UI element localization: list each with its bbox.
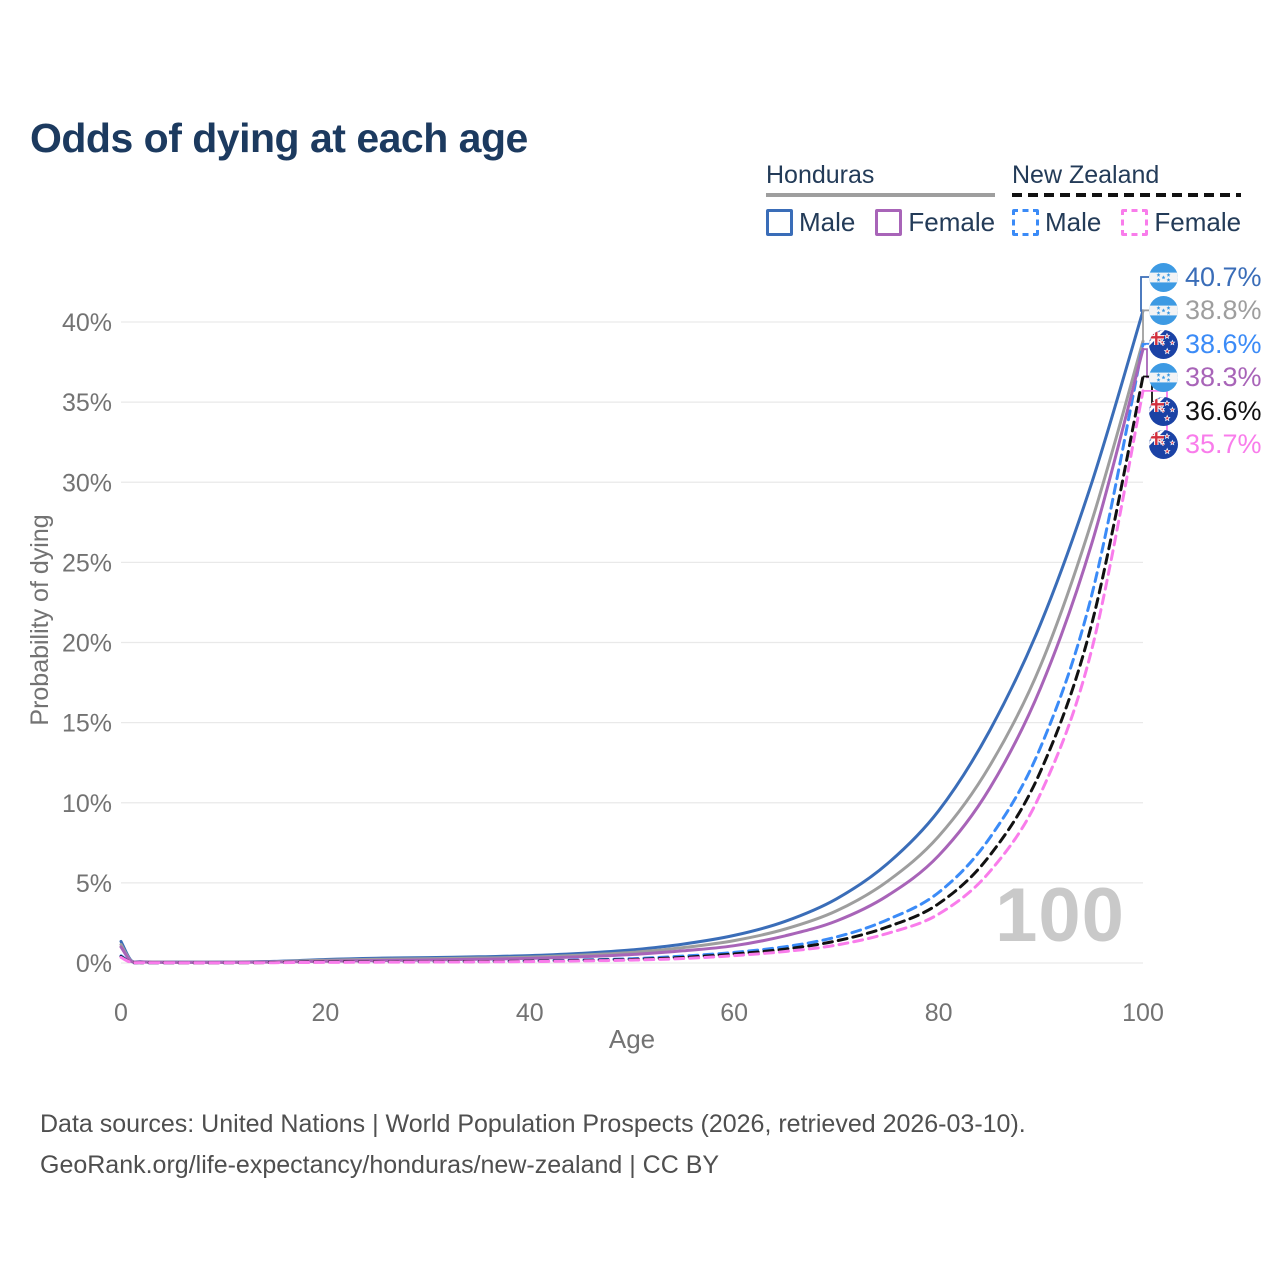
legend-item-new-zealand-male[interactable]: Male	[1012, 207, 1101, 238]
legend-country-new-zealand: New Zealand	[1012, 161, 1160, 189]
x-tick-label: 60	[720, 999, 748, 1027]
x-axis-ticks: 0 20 40 60 80 100	[114, 999, 1164, 1027]
y-tick-label: 35%	[62, 389, 112, 417]
x-axis-title: Age	[609, 1024, 655, 1054]
y-tick-label: 0%	[76, 950, 112, 978]
legend-item-honduras-male[interactable]: Male	[766, 207, 855, 238]
footer: Data sources: United Nations | World Pop…	[40, 1104, 1026, 1186]
age-watermark: 100	[995, 873, 1125, 958]
y-tick-label: 40%	[62, 309, 112, 337]
legend-line-sample-honduras	[766, 193, 996, 197]
honduras-male-swatch-icon	[766, 209, 793, 236]
footer-attribution: GeoRank.org/life-expectancy/honduras/new…	[40, 1151, 720, 1179]
x-tick-label: 40	[516, 999, 544, 1027]
honduras-female-swatch-icon	[875, 209, 903, 236]
legend-item-label: Male	[1045, 207, 1102, 237]
legend-line-sample-new-zealand	[1012, 193, 1242, 197]
y-tick-label: 20%	[62, 630, 112, 658]
legend-item-new-zealand-female[interactable]: Female	[1121, 207, 1241, 238]
connector-new-zealand-female	[1143, 389, 1168, 445]
x-tick-label: 100	[1122, 999, 1164, 1027]
connector-new-zealand-male	[1143, 342, 1151, 346]
legend-item-label: Female	[1154, 207, 1242, 237]
y-tick-label: 30%	[62, 469, 112, 497]
y-tick-label: 25%	[62, 549, 112, 577]
legend-group-new-zealand: New Zealand Male Female	[1012, 161, 1242, 238]
footer-data-sources: Data sources: United Nations | World Pop…	[40, 1110, 1026, 1138]
series-line-honduras-male	[119, 309, 1145, 964]
connector-honduras-male	[1140, 276, 1151, 312]
x-tick-label: 80	[925, 999, 953, 1027]
y-tick-label: 5%	[76, 870, 112, 898]
y-axis-ticks: 0% 5% 10% 15% 20% 25% 30% 35% 40%	[62, 309, 112, 978]
y-tick-label: 15%	[62, 710, 112, 738]
connector-honduras-female	[1143, 348, 1151, 379]
new-zealand-female-swatch-icon	[1121, 209, 1149, 236]
page-title: Odds of dying at each age	[30, 115, 528, 162]
x-tick-label: 20	[311, 999, 339, 1027]
series-line-new-zealand-female	[119, 389, 1145, 965]
y-tick-label: 10%	[62, 790, 112, 818]
gridlines	[121, 321, 1143, 964]
new-zealand-male-swatch-icon	[1012, 209, 1039, 236]
legend-country-honduras: Honduras	[766, 161, 875, 189]
end-label-connectors	[1140, 276, 1168, 445]
legend-group-honduras: Honduras Male Female	[766, 161, 996, 238]
y-axis-title: Probability of dying	[26, 514, 54, 725]
legend-item-label: Female	[908, 207, 996, 237]
connector-honduras-both	[1142, 309, 1151, 342]
legend-item-label: Male	[799, 207, 856, 237]
series-curves	[119, 309, 1145, 965]
connector-new-zealand-both	[1143, 375, 1153, 412]
x-tick-label: 0	[114, 999, 128, 1027]
series-line-honduras-both	[119, 339, 1145, 964]
series-line-new-zealand-both	[119, 375, 1145, 965]
legend-item-honduras-female[interactable]: Female	[875, 207, 995, 238]
